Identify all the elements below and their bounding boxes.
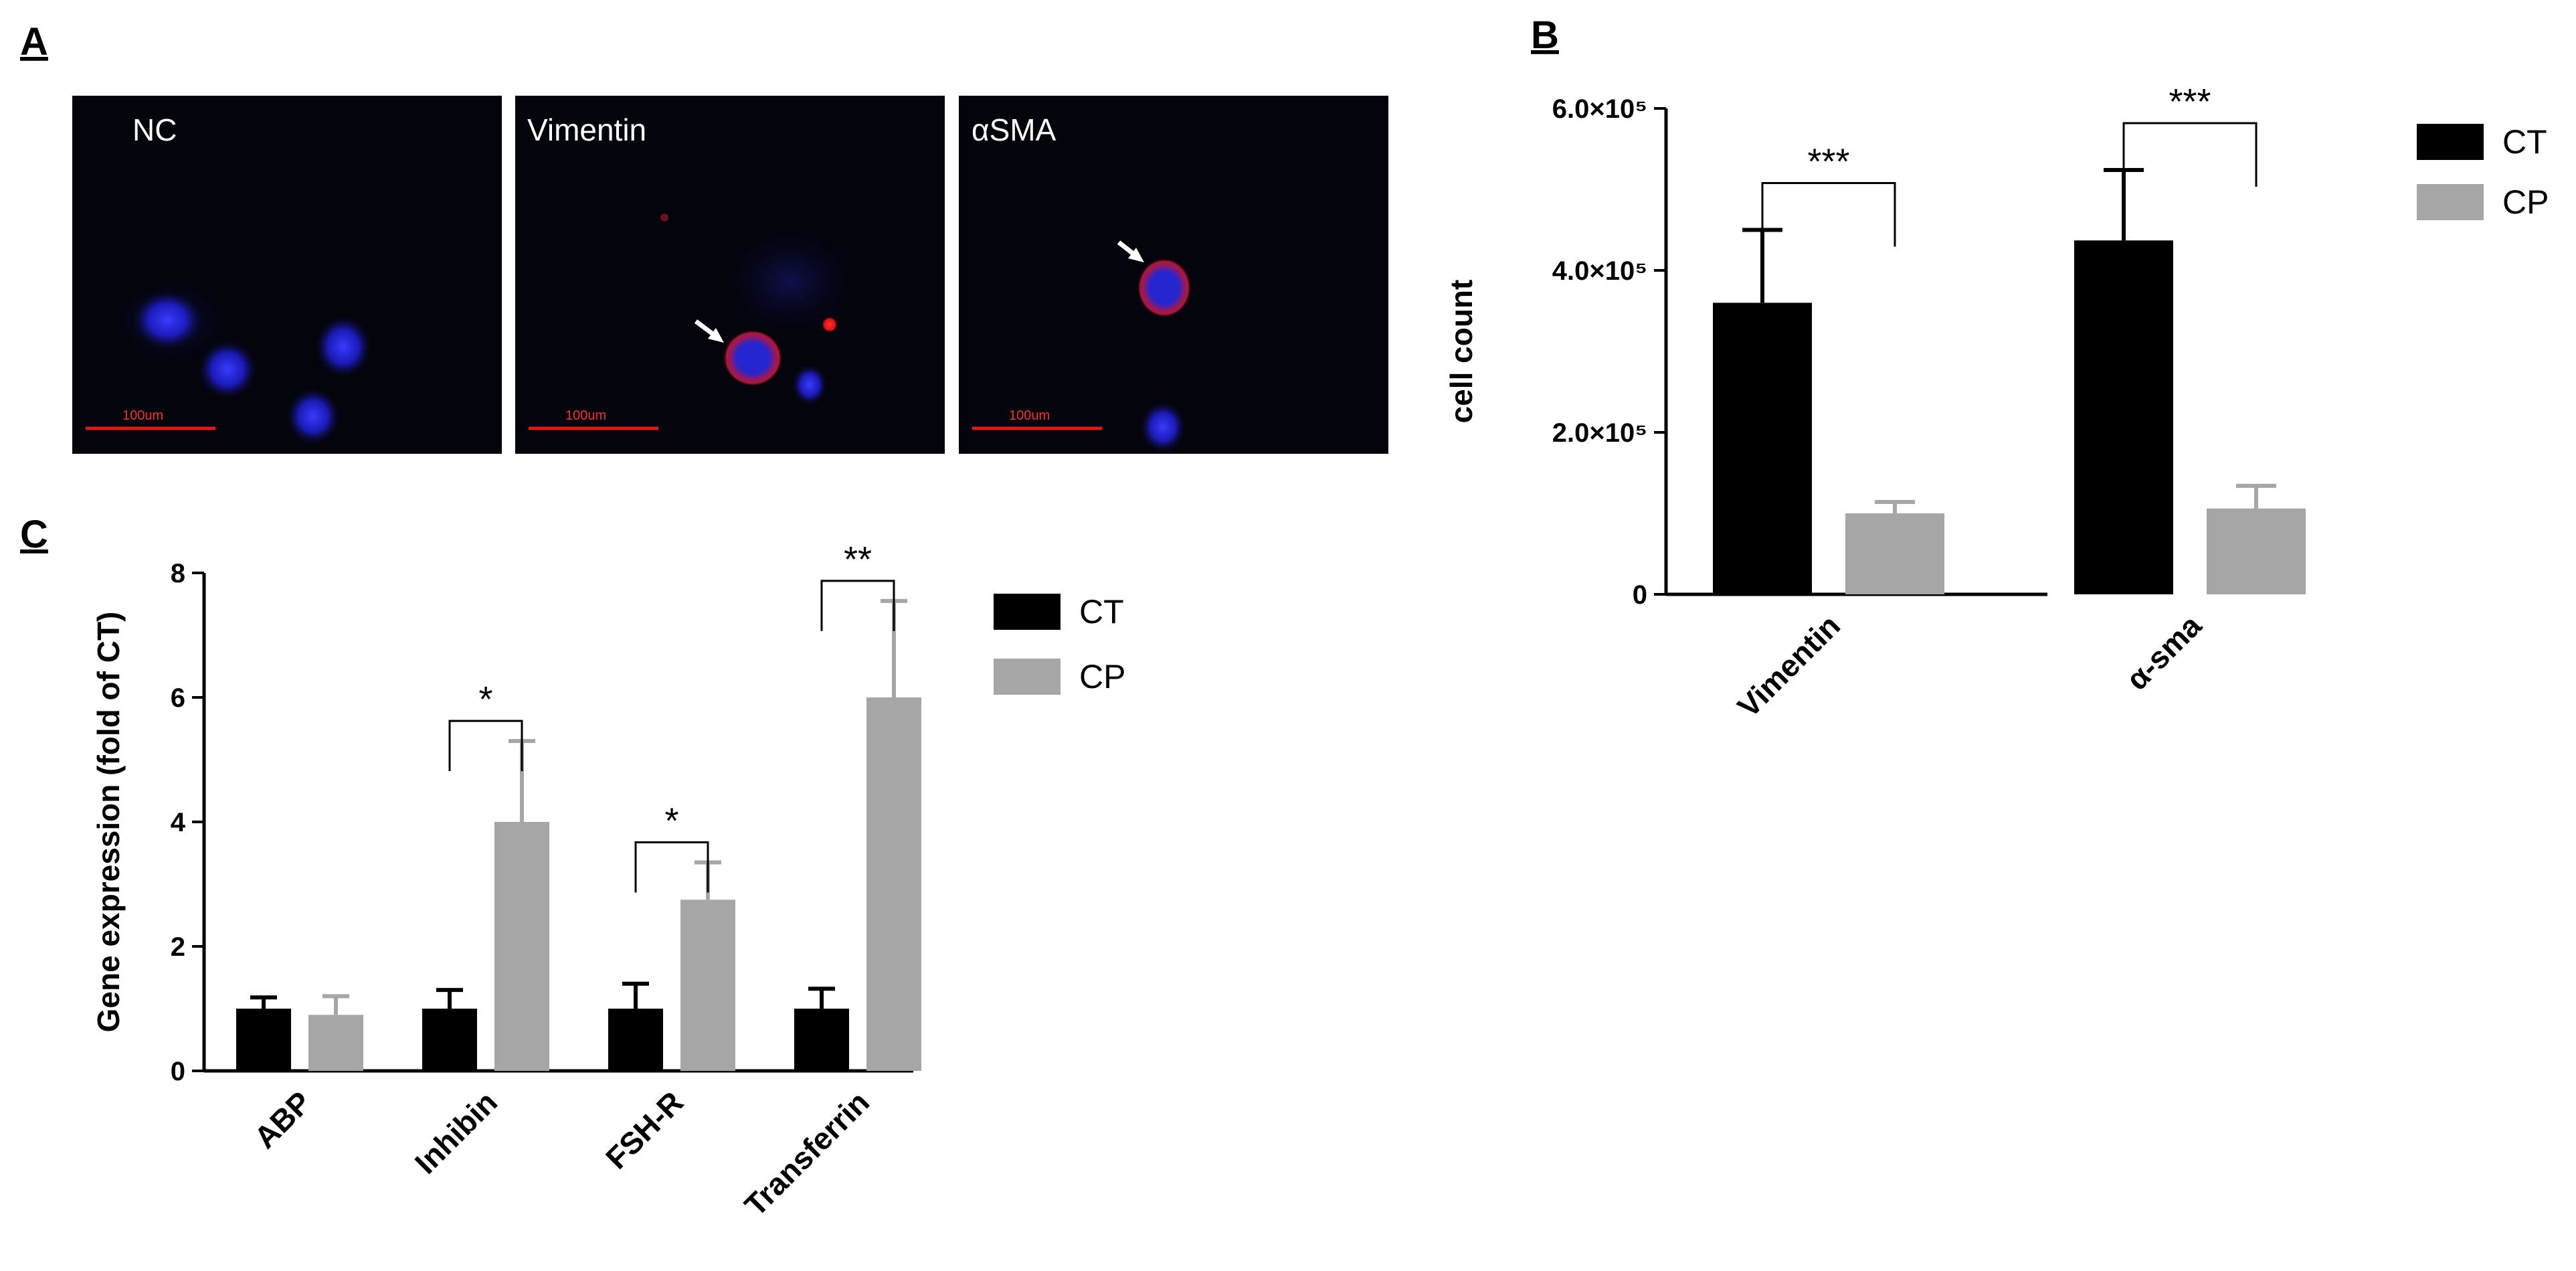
y-tick-label: 8: [171, 559, 185, 588]
y-tick-label: 0: [1633, 580, 1647, 610]
category-label: Transferrin: [737, 1084, 876, 1223]
significance-bracket: [1761, 182, 1896, 247]
category-label: α-sma: [2119, 608, 2208, 697]
significance-bracket: [634, 841, 709, 893]
category-label: Inhibin: [408, 1084, 504, 1180]
significance-label: ***: [2169, 82, 2211, 122]
gene-expression-chart: 0 2 4 6 8 Gene expression (fold of CT) ABP Inhi…: [91, 539, 1125, 1223]
significance-label: *: [664, 800, 678, 841]
micrograph-label: Vimentin: [527, 112, 646, 147]
bar-cp: [2207, 508, 2306, 594]
y-tick-label: 4.0×10⁵: [1552, 256, 1647, 286]
scale-bar-label: 100um: [122, 408, 163, 423]
bar-ct: [2074, 240, 2173, 595]
significance-bracket: [2122, 122, 2258, 187]
category-label: ABP: [248, 1084, 318, 1155]
panel-letter-c: C: [20, 513, 48, 556]
scale-bar-label: 100um: [565, 408, 606, 423]
significance-bracket: [448, 719, 523, 772]
arrow-icon: [1117, 240, 1144, 262]
arrow-icon: [694, 319, 724, 343]
y-tick-label: 4: [171, 808, 186, 837]
legend-label: CP: [1079, 658, 1125, 695]
legend-swatch-ct: [994, 594, 1061, 630]
category-label: Vimentin: [1731, 608, 1847, 724]
bar-cp: [1845, 513, 1944, 594]
bar-cp: [494, 822, 549, 1071]
y-tick-label: 2: [171, 932, 185, 962]
bar-ct: [794, 1009, 849, 1071]
legend-label: CT: [1079, 593, 1124, 630]
bar-ct: [422, 1009, 477, 1071]
significance-label: ***: [1807, 142, 1849, 182]
legend-label: CT: [2502, 123, 2547, 161]
bar-cp: [866, 697, 921, 1071]
micrograph-label: αSMA: [972, 112, 1056, 147]
significance-label: *: [478, 679, 492, 719]
panel-letter-b: B: [1531, 13, 1559, 57]
legend-swatch-ct: [2417, 124, 2484, 160]
legend-label: CP: [2502, 183, 2549, 221]
y-tick-label: 6: [171, 683, 185, 713]
micrograph-label: NC: [132, 112, 177, 147]
legend-swatch-cp: [2417, 184, 2484, 220]
legend-swatch-cp: [994, 659, 1061, 695]
y-tick-label: 2.0×10⁵: [1552, 418, 1647, 448]
micrograph-nc: NC 100um: [72, 96, 502, 454]
micrograph-vimentin: Vimentin 100um: [515, 96, 945, 454]
y-tick-label: 6.0×10⁵: [1552, 94, 1647, 124]
y-tick-label: 0: [171, 1057, 185, 1086]
cell-count-chart: 0 2.0×10⁵ 4.0×10⁵ 6.0×10⁵ cell count Vimentin…: [1444, 82, 2549, 724]
bar-ct: [608, 1009, 663, 1071]
significance-bracket: [820, 580, 895, 631]
bar-ct: [1713, 303, 1812, 594]
micrograph-asma: αSMA 100um: [959, 96, 1388, 454]
category-label: FSH-R: [599, 1084, 690, 1175]
bar-ct: [236, 1009, 291, 1071]
significance-label: **: [844, 539, 872, 580]
panel-letter-a: A: [20, 20, 48, 64]
bar-cp: [680, 900, 735, 1071]
y-axis-title: cell count: [1444, 280, 1479, 424]
bar-cp: [308, 1015, 363, 1071]
scale-bar-label: 100um: [1009, 408, 1050, 423]
y-axis-title: Gene expression (fold of CT): [91, 612, 126, 1033]
